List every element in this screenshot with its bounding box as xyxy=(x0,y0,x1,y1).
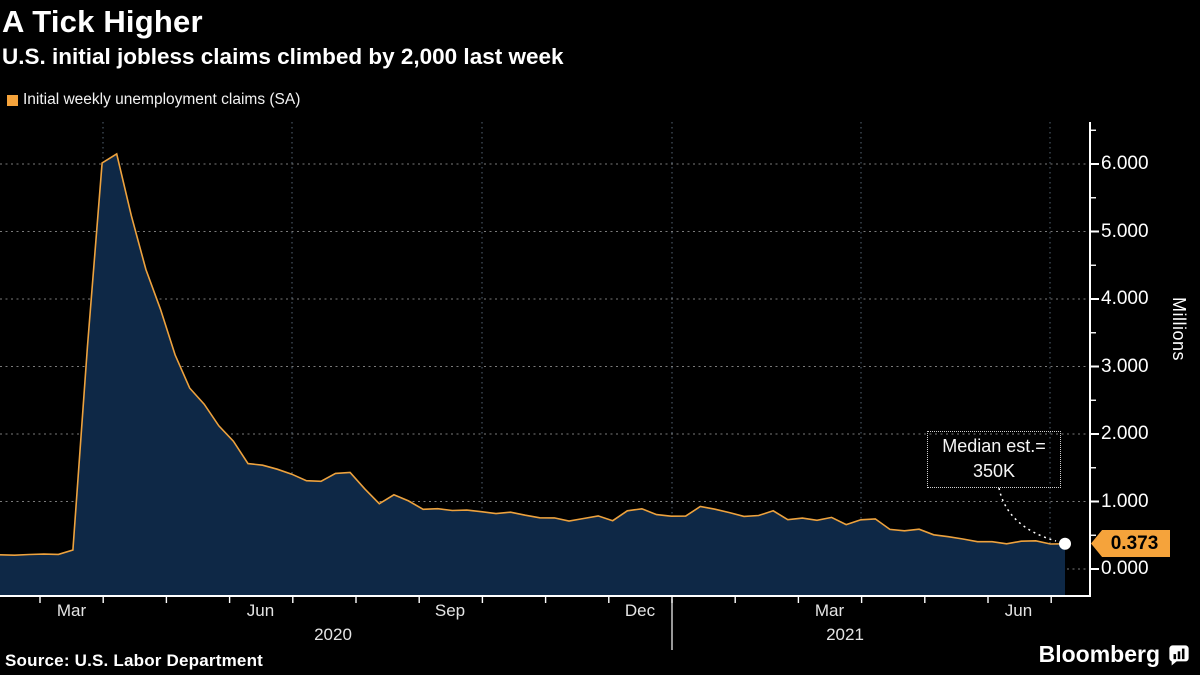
legend-swatch-icon xyxy=(7,94,18,106)
series-area-fill xyxy=(0,153,1065,596)
bloomberg-logo: Bloomberg xyxy=(1039,641,1190,668)
y-axis-title: Millions xyxy=(1169,297,1189,362)
series-line xyxy=(0,152,1066,557)
x-month-label: Dec xyxy=(624,601,656,620)
source-note: Source: U.S. Labor Department xyxy=(5,651,264,670)
bloomberg-logo-text: Bloomberg xyxy=(1038,641,1160,667)
median-estimate-line1: Median est.= xyxy=(942,436,1046,456)
annotation-connector xyxy=(998,487,1057,542)
x-month-label: Mar xyxy=(814,601,845,620)
x-month-label: Sep xyxy=(434,601,466,620)
legend-label: Initial weekly unemployment claims (SA) xyxy=(23,91,301,108)
median-estimate-line2: 350K xyxy=(972,461,1016,481)
y-tick-label: 0.000 xyxy=(1101,558,1149,579)
page-title: A Tick Higher xyxy=(2,4,203,39)
y-tick-label: 1.000 xyxy=(1101,490,1149,512)
page-subtitle: U.S. initial jobless claims climbed by 2… xyxy=(2,44,564,69)
y-tick-label: 6.000 xyxy=(1101,153,1149,174)
last-value-tag: 0.373 xyxy=(1091,530,1170,557)
y-tick-label: 2.000 xyxy=(1101,423,1149,444)
x-month-label: Jun xyxy=(1004,601,1033,620)
median-estimate-annotation: Median est.= 350K xyxy=(927,431,1061,488)
legend: Initial weekly unemployment claims (SA) xyxy=(7,91,300,109)
x-month-label: Jun xyxy=(246,601,275,620)
y-tick-label: 4.000 xyxy=(1101,288,1149,309)
x-year-label: 2021 xyxy=(826,625,864,644)
y-tick-label: 5.000 xyxy=(1101,220,1149,242)
y-tick-label: 3.000 xyxy=(1101,355,1149,377)
x-month-label: Mar xyxy=(56,601,87,620)
x-year-label: 2020 xyxy=(314,625,352,644)
last-point-marker xyxy=(1059,537,1071,550)
bloomberg-chart-bubble-icon xyxy=(1169,644,1189,666)
